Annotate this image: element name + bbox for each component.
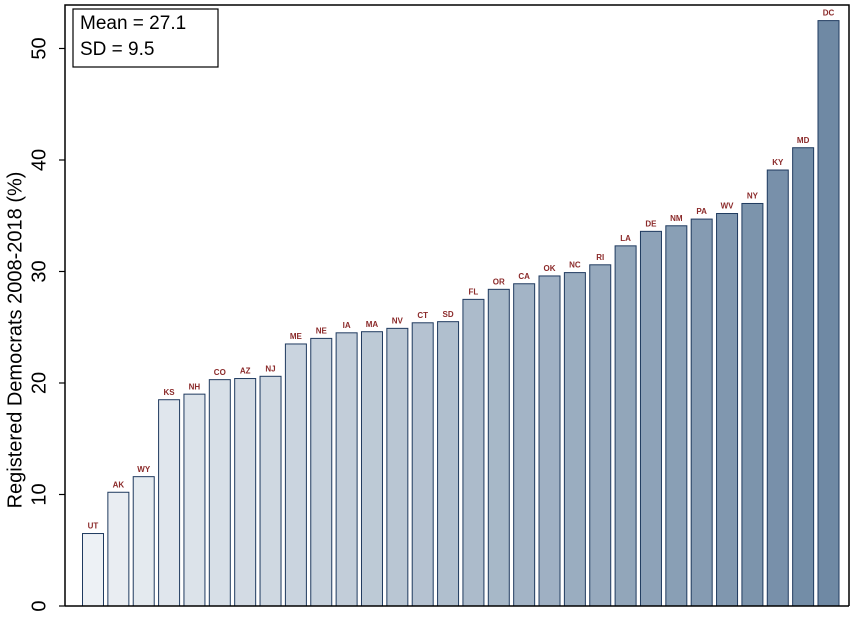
bar-label: CT (417, 311, 428, 320)
annotation: Mean = 27.1 (80, 13, 186, 34)
bar (132, 476, 155, 607)
bar-label: OK (544, 264, 556, 273)
bar (411, 322, 434, 607)
bar-label: WV (721, 202, 735, 211)
bar-label: NE (316, 327, 328, 336)
bar (538, 275, 561, 607)
bar-label: CO (214, 368, 226, 377)
bar (792, 147, 815, 607)
bar (665, 225, 688, 607)
bar-label: AK (113, 480, 125, 489)
bar-label: NC (569, 261, 581, 270)
y-tick-label: 50 (28, 37, 50, 59)
bar (589, 264, 612, 607)
y-tick-label: 40 (28, 149, 50, 171)
bar (462, 298, 485, 607)
bar (716, 213, 739, 607)
bar-label: NV (392, 316, 404, 325)
bar (284, 343, 307, 607)
bar (360, 331, 383, 607)
y-tick-label: 20 (28, 372, 50, 394)
bar (563, 272, 586, 607)
bar-label: OR (493, 277, 505, 286)
bar (107, 491, 130, 607)
bar-label: NY (747, 192, 759, 201)
bar-label: AZ (240, 367, 251, 376)
bar-label: DE (645, 219, 657, 228)
bar-label: NM (670, 214, 683, 223)
bar (690, 218, 713, 607)
bar (310, 337, 333, 607)
bar (817, 20, 840, 607)
bar-label: ME (290, 332, 303, 341)
bar (335, 332, 358, 607)
y-axis-label: Registered Democrats 2008-2018 (%) (4, 172, 26, 509)
annotation: SD = 9.5 (80, 39, 154, 60)
bar (437, 321, 460, 607)
bar-label: DC (823, 9, 835, 18)
annotation-box (72, 8, 219, 68)
bar-label: KS (164, 388, 176, 397)
y-tick-label: 30 (28, 260, 50, 282)
bar-label: SD (443, 310, 454, 319)
bar-label: MA (366, 320, 379, 329)
bar-label: NJ (265, 364, 275, 373)
bar-label: FL (469, 287, 479, 296)
bar-label: RI (596, 253, 604, 262)
bar (513, 283, 536, 607)
bar (614, 245, 637, 607)
bar (386, 327, 409, 607)
bar (487, 288, 510, 607)
bar (208, 379, 231, 607)
bar (639, 230, 662, 607)
plot-frame (64, 4, 850, 606)
bar-label: UT (88, 522, 99, 531)
bar-label: NH (189, 382, 201, 391)
bar (766, 169, 789, 607)
bar-label: CA (518, 272, 530, 281)
bar (234, 378, 257, 607)
bar (82, 533, 104, 607)
bar (259, 375, 282, 607)
bar-label: KY (772, 158, 784, 167)
bar-label: WY (137, 465, 151, 474)
bar (183, 393, 206, 607)
y-tick-label: 0 (28, 600, 50, 611)
bar (158, 399, 181, 607)
bar-label: IA (343, 321, 351, 330)
bar (741, 202, 764, 607)
bar-label: MD (797, 136, 810, 145)
bar-label: LA (620, 234, 631, 243)
bar-label: PA (696, 207, 707, 216)
y-tick-label: 10 (28, 483, 50, 505)
